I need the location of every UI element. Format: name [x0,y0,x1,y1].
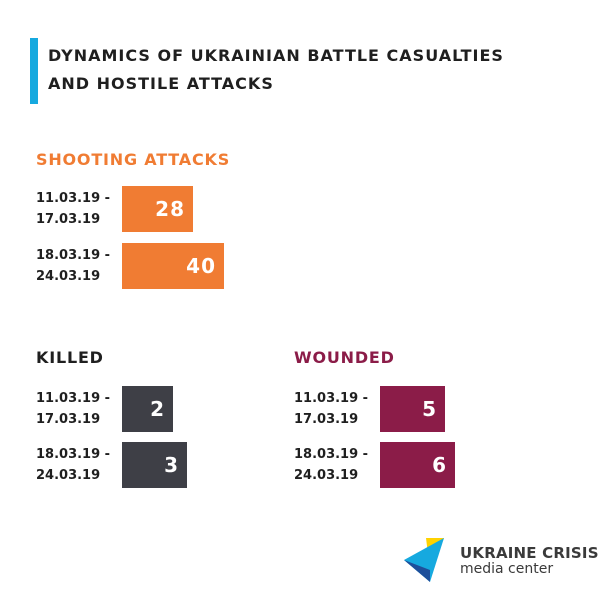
period-label-line: 11.03.19 - [36,391,111,406]
page-title-line-2: and hostile attacks [48,74,274,93]
bar: 28 [122,186,193,232]
bar-value-label: 40 [186,254,216,278]
page-title-line-1: Dynamics of Ukrainian battle casualties [48,46,504,65]
period-label: 11.03.19 - 17.03.19 [294,388,378,430]
bar-value-label: 3 [164,453,179,477]
bar-value-label: 28 [155,197,185,221]
bar-value-label: 5 [422,397,437,421]
chart-row: 18.03.19 - 24.03.19 40 [36,243,224,289]
logo-sub-text: media center [460,561,554,577]
bar: 40 [122,243,224,289]
period-label-line: 24.03.19 [36,269,101,284]
period-label: 18.03.19 - 24.03.19 [294,444,378,486]
wounded-title: Wounded [294,348,395,367]
period-label-line: 18.03.19 - [36,248,111,263]
period-label-line: 11.03.19 - [294,391,369,406]
bar: 5 [380,386,445,432]
period-label-line: 17.03.19 [36,212,101,227]
title-accent-bar [30,38,38,104]
bar: 2 [122,386,173,432]
chart-row: 11.03.19 - 17.03.19 5 [294,386,464,432]
chart-row: 11.03.19 - 17.03.19 2 [36,386,206,432]
period-label: 18.03.19 - 24.03.19 [36,245,120,287]
chart-row: 11.03.19 - 17.03.19 28 [36,186,206,232]
period-label-line: 17.03.19 [294,412,359,427]
chart-row: 18.03.19 - 24.03.19 3 [36,442,206,488]
chart-row: 18.03.19 - 24.03.19 6 [294,442,464,488]
bar: 3 [122,442,187,488]
period-label: 18.03.19 - 24.03.19 [36,444,120,486]
period-label: 11.03.19 - 17.03.19 [36,388,120,430]
bar: 6 [380,442,455,488]
bar-value-label: 6 [432,453,447,477]
period-label-line: 24.03.19 [294,468,359,483]
period-label-line: 18.03.19 - [36,447,111,462]
period-label-line: 18.03.19 - [294,447,369,462]
period-label-line: 24.03.19 [36,468,101,483]
bar-value-label: 2 [150,397,165,421]
page-title: Dynamics of Ukrainian battle casualties … [48,42,504,98]
period-label-line: 11.03.19 - [36,191,111,206]
logo-brand-text: UKRAINE CRISIS [460,544,599,562]
period-label-line: 17.03.19 [36,412,101,427]
killed-title: Killed [36,348,104,367]
ukraine-crisis-logo-icon [404,538,444,582]
shooting-attacks-title: Shooting attacks [36,150,231,169]
period-label: 11.03.19 - 17.03.19 [36,188,120,230]
ukraine-crisis-logo: UKRAINE CRISIS media center [404,536,599,584]
